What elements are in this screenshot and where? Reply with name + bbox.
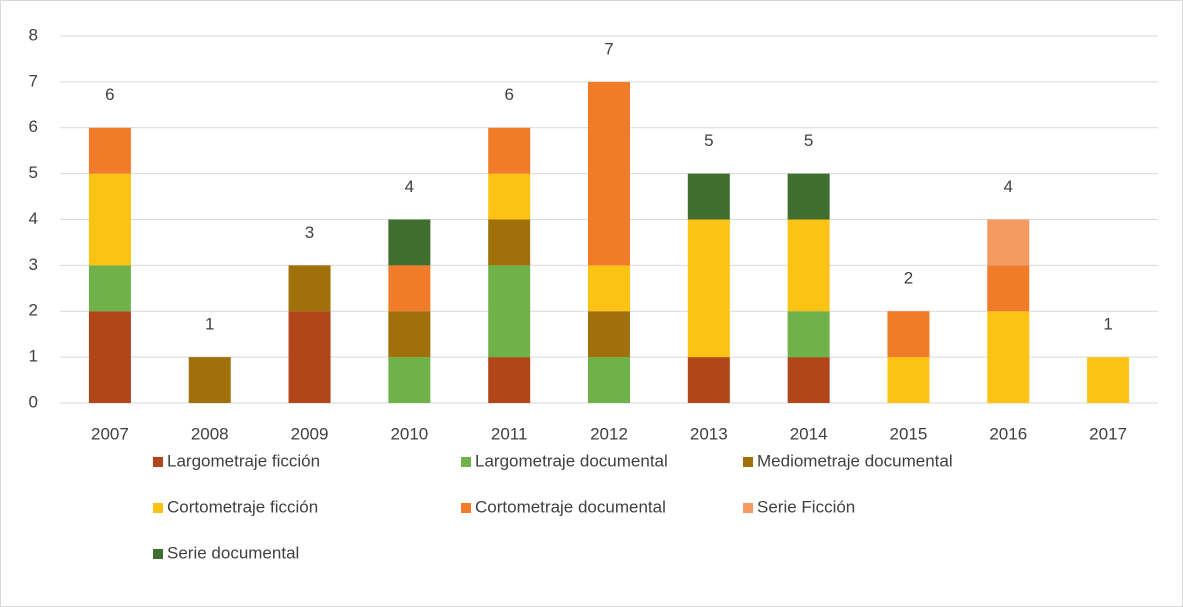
x-tick-label: 2015 [890, 424, 928, 443]
bar-segment [588, 81, 630, 266]
total-label: 5 [704, 131, 713, 150]
bar-segment [388, 311, 431, 358]
legend-swatch [153, 457, 163, 467]
bar-segment [1087, 357, 1130, 403]
bar-segment [488, 173, 531, 220]
y-tick-label: 8 [29, 25, 38, 44]
y-tick-label: 3 [29, 255, 38, 274]
total-label: 4 [405, 177, 414, 196]
bar-segment [687, 219, 730, 358]
total-label: 6 [504, 85, 513, 104]
bar-segment [88, 173, 131, 266]
total-label: 3 [305, 223, 314, 242]
y-tick-label: 5 [29, 163, 38, 182]
y-tick-label: 4 [29, 209, 38, 228]
x-tick-label: 2009 [291, 424, 329, 443]
total-label: 1 [205, 315, 214, 334]
x-tick-label: 2017 [1089, 424, 1127, 443]
bar-segment [787, 357, 830, 403]
bar-segment [588, 357, 630, 403]
bar-segment [987, 311, 1030, 403]
bar-segment [288, 265, 331, 312]
x-tick-label: 2012 [590, 424, 628, 443]
y-tick-label: 1 [29, 347, 38, 366]
y-tick-label: 2 [29, 301, 38, 320]
bar-segment [488, 127, 531, 174]
bar-segment [887, 311, 930, 358]
y-tick-label: 7 [29, 71, 38, 90]
legend-label: Cortometraje ficción [167, 497, 318, 516]
total-label: 4 [1004, 177, 1013, 196]
legend-swatch [461, 457, 471, 467]
bar-segment [588, 265, 630, 312]
total-label: 2 [904, 269, 913, 288]
bar-segment [188, 357, 231, 403]
legend-label: Largometraje ficción [167, 451, 320, 470]
bar-segment [687, 357, 730, 403]
total-label: 5 [804, 131, 813, 150]
legend-label: Serie documental [167, 543, 299, 562]
bar-segment [88, 265, 131, 312]
x-tick-label: 2016 [989, 424, 1027, 443]
total-label: 6 [105, 85, 114, 104]
bar-segment [488, 219, 531, 266]
x-tick-label: 2007 [91, 424, 129, 443]
x-tick-label: 2013 [690, 424, 728, 443]
legend-label: Mediometraje documental [757, 451, 953, 470]
total-label: 7 [604, 39, 613, 58]
bar-segment [388, 357, 431, 403]
bar-segment [388, 265, 431, 312]
y-tick-label: 0 [29, 392, 38, 411]
y-tick-label: 6 [29, 117, 38, 136]
bar-segment [88, 311, 131, 403]
bar-segment [488, 265, 531, 358]
x-tick-label: 2014 [790, 424, 828, 443]
bar-segment [787, 219, 830, 312]
bar-segment [687, 173, 730, 220]
bar-segment [488, 357, 531, 403]
bar-segment [887, 357, 930, 403]
bar-segment [987, 219, 1030, 266]
bar-segment [787, 311, 830, 358]
legend-label: Serie Ficción [757, 497, 855, 516]
x-tick-label: 2008 [191, 424, 229, 443]
bar-segment [787, 173, 830, 220]
legend-swatch [153, 503, 163, 513]
x-tick-label: 2011 [491, 424, 528, 443]
legend-label: Largometraje documental [475, 451, 668, 470]
bar-segment [588, 311, 630, 358]
legend-swatch [153, 549, 163, 559]
bar-segment [388, 219, 431, 266]
legend-swatch [743, 457, 753, 467]
legend-swatch [461, 503, 471, 513]
bar-segment [88, 127, 131, 174]
x-tick-label: 2010 [390, 424, 428, 443]
total-label: 1 [1103, 315, 1112, 334]
legend-label: Cortometraje documental [475, 497, 666, 516]
legend-swatch [743, 503, 753, 513]
bar-segment [288, 311, 331, 403]
bar-segment [987, 265, 1030, 312]
